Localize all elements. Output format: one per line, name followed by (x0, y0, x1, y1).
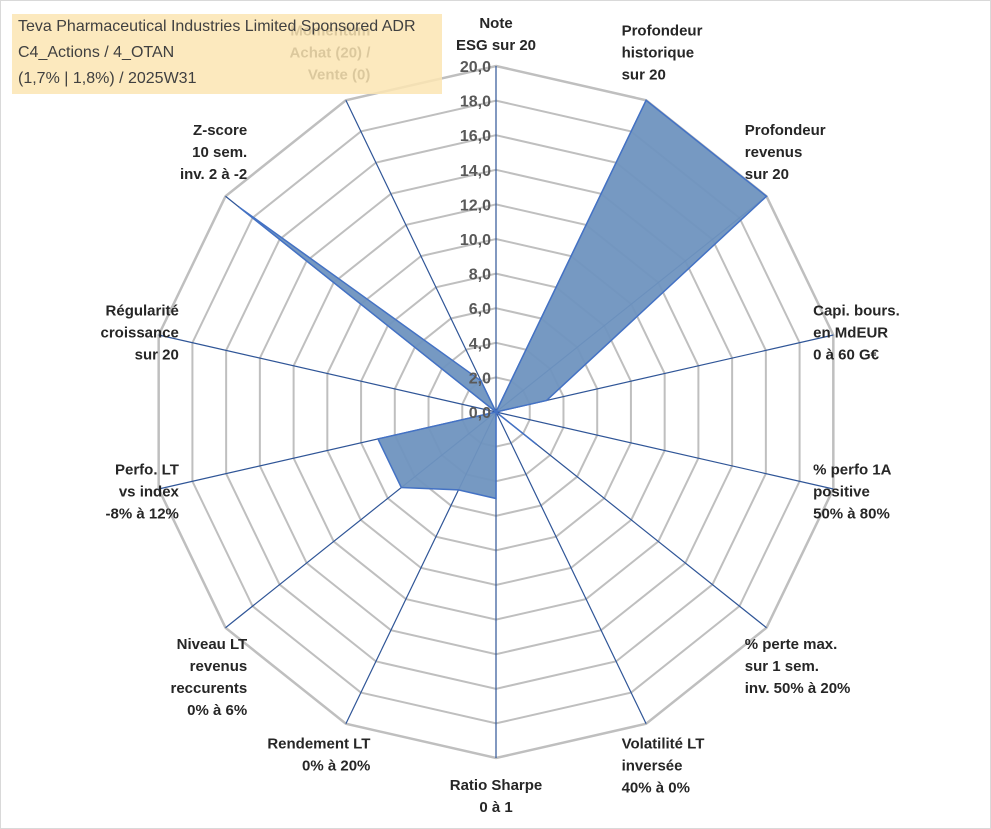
chart-title: Teva Pharmaceutical Industries Limited S… (18, 14, 416, 92)
axis-spoke (495, 334, 834, 413)
tick-label: 6,0 (469, 301, 491, 318)
axis-label: Volatilité LT inversée 40% à 0% (622, 736, 705, 797)
tick-label: 0,0 (469, 405, 491, 422)
title-box (12, 14, 442, 94)
axis-label: Perfo. LT vs index -8% à 12% (106, 462, 180, 523)
axis-label: Z-score 10 sem. inv. 2 à -2 (180, 122, 247, 183)
tick-label: 2,0 (469, 370, 491, 387)
series-area (238, 99, 768, 500)
tick-label: 18,0 (460, 94, 491, 111)
tick-label: 10,0 (460, 232, 491, 249)
tick-label: 8,0 (469, 267, 491, 284)
axis-label: Profondeur historique sur 20 (622, 22, 703, 83)
tick-label: 20,0 (460, 59, 491, 76)
axis-label: Niveau LT revenus reccurents 0% à 6% (171, 636, 248, 719)
title-line-1: Teva Pharmaceutical Industries Limited S… (18, 18, 416, 35)
axis-label: Profondeur revenus sur 20 (745, 122, 826, 183)
axis-spoke (495, 411, 647, 724)
title-line-2: C4_Actions / 4_OTAN (18, 44, 175, 61)
axis-spoke (158, 334, 497, 413)
axis-spoke (495, 411, 767, 629)
axis-label: Régularité croissance sur 20 (100, 302, 178, 363)
axis-label: % perfo 1A positive 50% à 80% (813, 462, 892, 523)
tick-label: 4,0 (469, 336, 491, 353)
axis-label: % perte max. sur 1 sem. inv. 50% à 20% (745, 636, 851, 697)
axis-label: Ratio Sharpe 0 à 1 (450, 777, 543, 816)
title-line-3: (1,7% | 1,8%) / 2025W31 (18, 70, 197, 87)
axis-label: Rendement LT 0% à 20% (267, 736, 370, 775)
axis-label: Capi. bours. en MdEUR 0 à 60 G€ (813, 302, 900, 363)
tick-label: 12,0 (460, 197, 491, 214)
tick-label: 14,0 (460, 163, 491, 180)
axis-label: Note ESG sur 20 (456, 15, 536, 54)
tick-label: 16,0 (460, 128, 491, 145)
axis-spoke (345, 100, 497, 413)
axis-spoke (495, 411, 834, 490)
